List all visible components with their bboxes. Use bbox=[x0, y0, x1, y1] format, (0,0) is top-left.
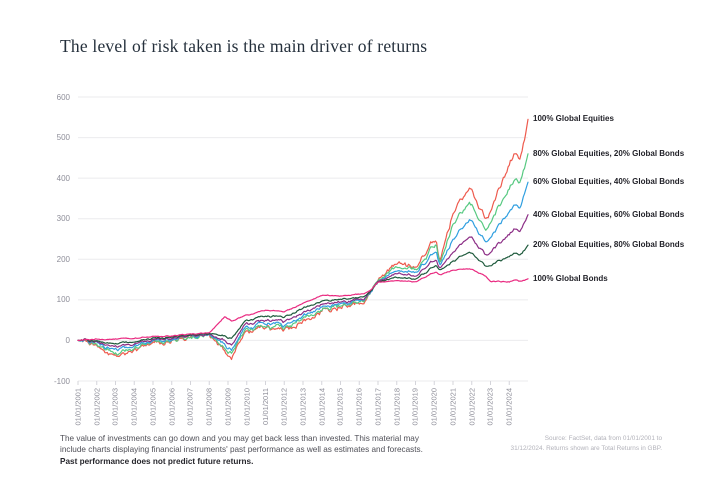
x-tick-label: 01/01/2009 bbox=[223, 388, 233, 426]
x-tick-label: 01/01/2024 bbox=[504, 388, 514, 426]
series-label: 40% Global Equities, 60% Global Bonds bbox=[533, 209, 685, 219]
page-title: The level of risk taken is the main driv… bbox=[60, 36, 428, 56]
x-tick-label: 01/01/2013 bbox=[298, 388, 308, 426]
x-tick-label: 01/01/2004 bbox=[129, 388, 139, 426]
x-tick-label: 01/01/2022 bbox=[467, 388, 477, 426]
x-tick-label: 01/01/2020 bbox=[429, 388, 439, 426]
y-tick-label: 400 bbox=[56, 173, 70, 183]
x-tick-label: 01/01/2003 bbox=[111, 388, 120, 426]
series-line bbox=[77, 214, 529, 348]
x-tick-label: 01/01/2002 bbox=[92, 388, 102, 426]
y-tick-label: 200 bbox=[56, 254, 70, 264]
y-tick-label: 600 bbox=[56, 92, 70, 102]
disclaimer-line: include charts displaying financial inst… bbox=[60, 445, 423, 455]
series-line bbox=[77, 118, 529, 361]
series-line bbox=[77, 153, 529, 356]
source-line: 31/12/2024. Returns shown are Total Retu… bbox=[510, 444, 662, 452]
y-tick-label: 300 bbox=[56, 214, 70, 224]
series-line bbox=[77, 181, 529, 352]
disclaimer-line: The value of investments can go down and… bbox=[60, 434, 419, 443]
x-tick-label: 01/01/2001 bbox=[73, 388, 83, 426]
series-line bbox=[77, 268, 529, 341]
series-label: 100% Global Bonds bbox=[533, 273, 608, 283]
x-tick-label: 01/01/2017 bbox=[373, 388, 383, 426]
series-label: 60% Global Equities, 40% Global Bonds bbox=[533, 177, 685, 187]
series-line bbox=[77, 244, 529, 345]
series-label: 80% Global Equities, 20% Global Bonds bbox=[533, 148, 685, 158]
y-tick-label: -100 bbox=[53, 376, 70, 386]
x-tick-label: 01/01/2021 bbox=[448, 388, 458, 426]
x-tick-label: 01/01/2005 bbox=[148, 388, 158, 426]
x-tick-label: 01/01/2014 bbox=[317, 388, 327, 426]
y-tick-label: 500 bbox=[56, 133, 70, 143]
x-tick-label: 01/01/2019 bbox=[411, 388, 420, 426]
series-label: 20% Global Equities, 80% Global Bonds bbox=[533, 240, 685, 250]
x-tick-label: 01/01/2010 bbox=[242, 388, 252, 426]
x-tick-label: 01/01/2015 bbox=[336, 388, 345, 426]
x-tick-label: 01/01/2006 bbox=[167, 388, 177, 426]
disclaimer-bold-line: Past performance does not predict future… bbox=[60, 456, 254, 466]
x-tick-label: 01/01/2023 bbox=[486, 388, 495, 426]
x-tick-label: 01/01/2016 bbox=[354, 388, 364, 426]
x-tick-label: 01/01/2008 bbox=[204, 388, 214, 426]
source-line: Source: FactSet, data from 01/01/2001 to bbox=[544, 435, 662, 442]
x-tick-label: 01/01/2007 bbox=[186, 388, 195, 426]
x-tick-label: 01/01/2012 bbox=[279, 388, 289, 426]
x-tick-label: 01/01/2011 bbox=[261, 388, 270, 425]
y-tick-label: 100 bbox=[56, 295, 70, 305]
disclaimer-block: The value of investments can go down and… bbox=[60, 433, 480, 467]
series-label: 100% Global Equities bbox=[533, 114, 614, 124]
x-tick-label: 01/01/2018 bbox=[392, 388, 402, 426]
y-tick-label: 0 bbox=[65, 335, 70, 345]
source-note: Source: FactSet, data from 01/01/2001 to… bbox=[462, 434, 662, 454]
